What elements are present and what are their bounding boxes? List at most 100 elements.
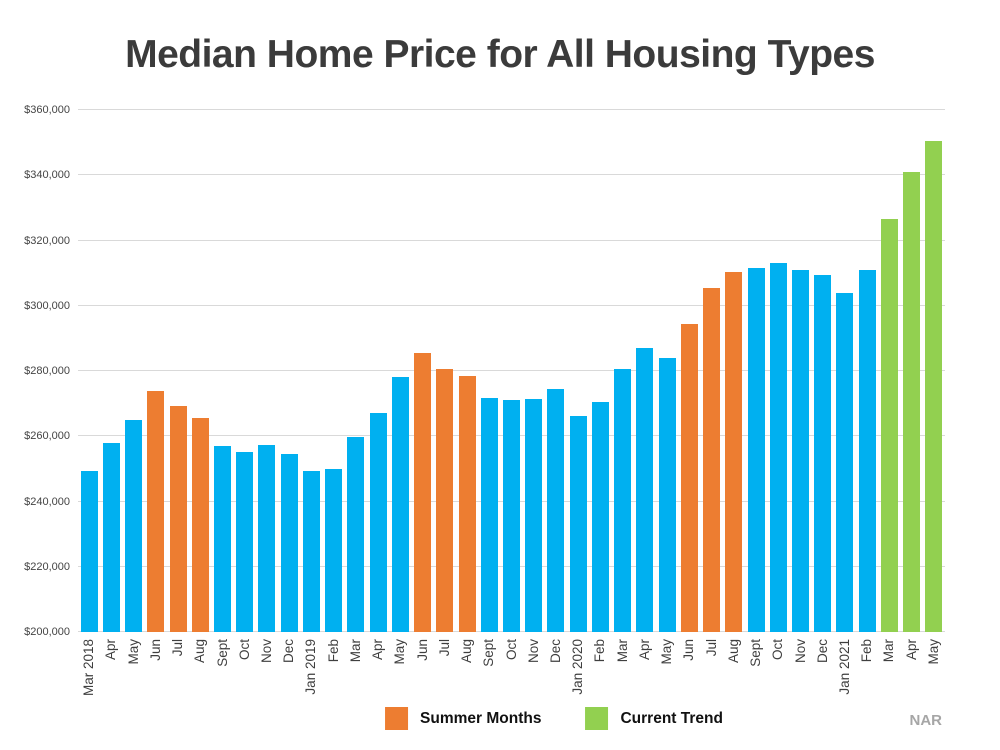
x-tick-label: Nov (525, 639, 541, 664)
x-tick-label: May (925, 639, 941, 665)
bar-may-38 (925, 141, 943, 632)
x-tick-label: Apr (636, 639, 652, 661)
bar-may-26 (658, 357, 676, 632)
x-tick-label: Apr (103, 639, 119, 661)
x-tick-label: Mar 2018 (81, 639, 97, 697)
x-tick-label: Dec (547, 639, 563, 664)
bar-dec-33 (814, 275, 832, 632)
bar-feb-23 (591, 402, 609, 632)
x-tick-label: Mar (881, 639, 897, 663)
x-tick-label: Oct (770, 639, 786, 661)
bar-sept-18 (480, 398, 498, 632)
summer-months-swatch-icon (385, 707, 409, 730)
bar-jun-3 (147, 391, 165, 632)
x-tick-label: Oct (503, 639, 519, 661)
y-tick-label: $200,000 (24, 626, 70, 638)
bar-mar-24 (614, 369, 632, 632)
chart-title: Median Home Price for All Housing Types (125, 33, 875, 76)
x-tick-label: May (392, 639, 408, 665)
bar-sept-30 (747, 268, 765, 632)
bar-feb-11 (325, 469, 343, 632)
y-tick-label: $240,000 (24, 495, 70, 508)
bar-mar-12 (347, 437, 365, 632)
x-tick-label: Jan 2021 (836, 639, 852, 695)
y-tick-label: $280,000 (24, 365, 70, 377)
y-tick-label: $260,000 (24, 430, 70, 443)
bar-jun-27 (680, 323, 698, 632)
x-tick-label: Jun (147, 639, 163, 661)
x-tick-label: Feb (325, 639, 341, 663)
x-tick-label: Jan 2020 (570, 639, 586, 695)
x-tick-label: Sept (748, 639, 764, 667)
bar-jan-2021-34 (836, 292, 854, 632)
x-tick-label: Mar (614, 639, 630, 663)
y-tick-label: $360,000 (24, 104, 70, 116)
x-tick-label: May (125, 639, 141, 665)
bar-mar-36 (880, 219, 898, 632)
x-tick-label: Jul (703, 639, 719, 657)
x-tick-label: Jun (414, 639, 430, 661)
x-tick-label: Apr (903, 639, 919, 661)
legend-label-current-trend: Current Trend (620, 709, 723, 727)
x-tick-label: May (659, 639, 675, 665)
gridline (78, 304, 945, 306)
bar-jan-2019-10 (302, 471, 320, 632)
bar-apr-25 (636, 347, 654, 632)
x-tick-label: Jan 2019 (303, 639, 319, 695)
gridline (78, 174, 945, 176)
y-tick-label: $320,000 (24, 234, 70, 247)
legend-item-summer-months: Summer Months (385, 707, 541, 730)
bar-apr-37 (903, 172, 921, 632)
gridline (78, 370, 945, 371)
x-tick-label: Nov (258, 639, 274, 664)
x-tick-label: Sept (214, 639, 230, 667)
x-tick-label: Feb (592, 639, 608, 663)
bar-nov-32 (792, 269, 809, 632)
bar-feb-35 (858, 269, 876, 632)
bar-jul-16 (436, 369, 454, 632)
x-tick-label: Jul (436, 639, 452, 657)
plot-area: $200,000 $220,000 $240,000 $260,000 $280,000… (24, 104, 945, 696)
x-tick-label: Dec (814, 639, 830, 664)
bar-may-2 (125, 420, 143, 632)
bar-aug-5 (191, 418, 209, 632)
bar-nov-20 (525, 398, 543, 632)
legend-label-summer-months: Summer Months (420, 709, 542, 727)
bar-jul-4 (169, 405, 187, 632)
x-tick-label: Dec (281, 639, 297, 664)
x-tick-label: Oct (236, 639, 252, 661)
y-tick-label: $220,000 (24, 560, 70, 573)
bar-aug-29 (725, 271, 743, 632)
current-trend-swatch-icon (585, 707, 609, 730)
x-tick-label: Aug (192, 639, 208, 664)
bar-oct-7 (236, 451, 254, 632)
legend-item-current-trend: Current Trend (585, 707, 723, 730)
bar-apr-13 (369, 412, 387, 632)
y-tick-label: $340,000 (24, 169, 70, 182)
bar-jan-2020-22 (569, 416, 587, 632)
bar-may-14 (391, 376, 409, 632)
gridline (78, 239, 945, 241)
gridline (78, 109, 945, 110)
x-tick-label: Jun (681, 639, 697, 661)
bar-sept-6 (214, 446, 231, 632)
bar-oct-31 (769, 262, 787, 632)
x-tick-label: Feb (859, 639, 875, 663)
x-tick-label: Mar (347, 639, 363, 663)
bar-dec-21 (547, 388, 565, 632)
bar-mar-2018-0 (80, 470, 98, 632)
bar-oct-19 (503, 399, 520, 632)
bar-aug-17 (458, 376, 476, 632)
bar-apr-1 (102, 443, 120, 632)
x-tick-label: Sept (481, 639, 497, 667)
bar-nov-8 (258, 444, 276, 632)
x-tick-label: Nov (792, 639, 808, 664)
x-tick-label: Aug (725, 639, 741, 664)
x-tick-label: Jul (170, 639, 186, 657)
chart-legend: Summer Months Current Trend (385, 707, 723, 730)
bar-dec-9 (280, 453, 298, 632)
bar-jul-28 (703, 287, 721, 632)
x-tick-label: Aug (459, 639, 475, 664)
source-credit: NAR (909, 712, 943, 729)
